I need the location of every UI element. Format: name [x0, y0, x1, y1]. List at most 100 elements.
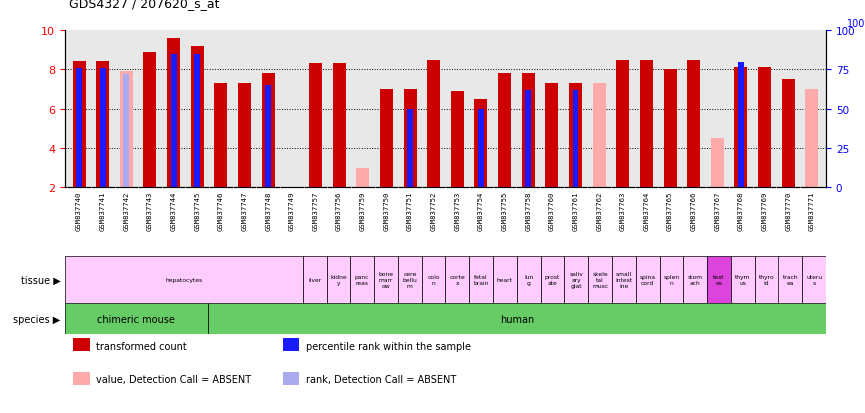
Text: heart: heart	[497, 277, 513, 282]
Text: saliv
ary
glat: saliv ary glat	[569, 271, 583, 288]
Bar	[734, 68, 747, 188]
Bar	[525, 90, 531, 188]
Text: liver: liver	[308, 277, 321, 282]
Text: GSM837759: GSM837759	[360, 191, 366, 230]
Bar	[262, 74, 275, 188]
Text: GSM837768: GSM837768	[738, 191, 744, 230]
Text: GSM837751: GSM837751	[407, 191, 413, 230]
Bar	[758, 68, 771, 188]
Bar	[683, 256, 708, 304]
Text: lun
g: lun g	[524, 274, 534, 285]
Text: GSM837756: GSM837756	[336, 191, 342, 230]
Bar	[782, 80, 795, 188]
Bar	[208, 304, 826, 335]
Text: panc
reas: panc reas	[355, 274, 369, 285]
Text: stom
ach: stom ach	[688, 274, 702, 285]
Bar	[564, 256, 588, 304]
Bar	[144, 52, 157, 188]
Bar	[803, 256, 826, 304]
Bar	[73, 62, 86, 188]
Bar	[195, 55, 200, 188]
Text: transformed count: transformed count	[96, 341, 187, 351]
Bar	[517, 256, 541, 304]
Bar	[283, 372, 299, 385]
Text: GSM837765: GSM837765	[667, 191, 673, 230]
Text: percentile rank within the sample: percentile rank within the sample	[305, 341, 471, 351]
Text: tissue ▶: tissue ▶	[21, 275, 61, 285]
Text: GSM837766: GSM837766	[690, 191, 696, 230]
Text: GSM837771: GSM837771	[809, 191, 815, 230]
Bar	[65, 304, 208, 335]
Text: GSM837744: GSM837744	[170, 191, 176, 230]
Bar	[588, 256, 612, 304]
Text: GSM837755: GSM837755	[502, 191, 508, 230]
Bar	[498, 74, 511, 188]
Bar	[708, 256, 731, 304]
Text: kidne
y: kidne y	[330, 274, 347, 285]
Text: fetal
brain: fetal brain	[473, 274, 489, 285]
Bar	[474, 100, 488, 188]
Bar	[191, 47, 204, 188]
Bar	[541, 256, 565, 304]
Bar	[731, 256, 754, 304]
Bar	[99, 69, 106, 188]
Bar	[754, 256, 778, 304]
Bar	[687, 60, 700, 188]
Bar	[403, 90, 417, 188]
Bar	[350, 256, 375, 304]
Text: GSM837757: GSM837757	[312, 191, 318, 230]
Bar	[380, 90, 393, 188]
Text: prost
ate: prost ate	[545, 274, 561, 285]
Text: GSM837749: GSM837749	[289, 191, 295, 230]
Bar	[167, 39, 180, 188]
Text: corte
x: corte x	[450, 274, 465, 285]
Text: GSM837745: GSM837745	[195, 191, 201, 230]
Bar	[445, 256, 469, 304]
Text: GSM837770: GSM837770	[785, 191, 791, 230]
Text: GSM837741: GSM837741	[99, 191, 106, 230]
Text: cere
bellu
m: cere bellu m	[402, 271, 417, 288]
Text: GSM837742: GSM837742	[124, 191, 130, 230]
Text: hepatocytes: hepatocytes	[165, 277, 202, 282]
Bar	[283, 338, 299, 351]
Text: trach
ea: trach ea	[783, 274, 798, 285]
Bar	[738, 62, 744, 188]
Bar	[451, 92, 464, 188]
Bar	[427, 60, 440, 188]
Text: species ▶: species ▶	[13, 314, 61, 324]
Bar	[374, 256, 398, 304]
Bar	[74, 338, 90, 351]
Bar	[309, 64, 322, 188]
Text: thyro
id: thyro id	[759, 274, 774, 285]
Bar	[303, 256, 327, 304]
Bar	[356, 169, 369, 188]
Bar	[545, 84, 558, 188]
Bar	[636, 256, 660, 304]
Text: GSM837747: GSM837747	[241, 191, 247, 230]
Text: human: human	[500, 314, 534, 324]
Text: uteru
s: uteru s	[806, 274, 823, 285]
Bar	[469, 256, 493, 304]
Y-axis label: 100%: 100%	[847, 19, 865, 29]
Bar	[660, 256, 683, 304]
Bar	[170, 55, 176, 188]
Bar	[522, 74, 535, 188]
Bar	[74, 372, 90, 385]
Text: skele
tal
musc: skele tal musc	[592, 271, 608, 288]
Text: GSM837750: GSM837750	[383, 191, 389, 230]
Text: thym
us: thym us	[735, 274, 751, 285]
Bar	[805, 90, 818, 188]
Bar	[573, 90, 579, 188]
Bar	[663, 70, 676, 188]
Bar	[422, 256, 445, 304]
Text: GSM837746: GSM837746	[218, 191, 224, 230]
Text: GSM837769: GSM837769	[761, 191, 767, 230]
Bar	[398, 256, 422, 304]
Text: GSM837740: GSM837740	[76, 191, 82, 230]
Text: GSM837758: GSM837758	[525, 191, 531, 230]
Bar	[478, 109, 484, 188]
Bar	[215, 84, 227, 188]
Bar	[612, 256, 636, 304]
Text: GSM837764: GSM837764	[644, 191, 650, 230]
Text: small
intest
ine: small intest ine	[615, 271, 632, 288]
